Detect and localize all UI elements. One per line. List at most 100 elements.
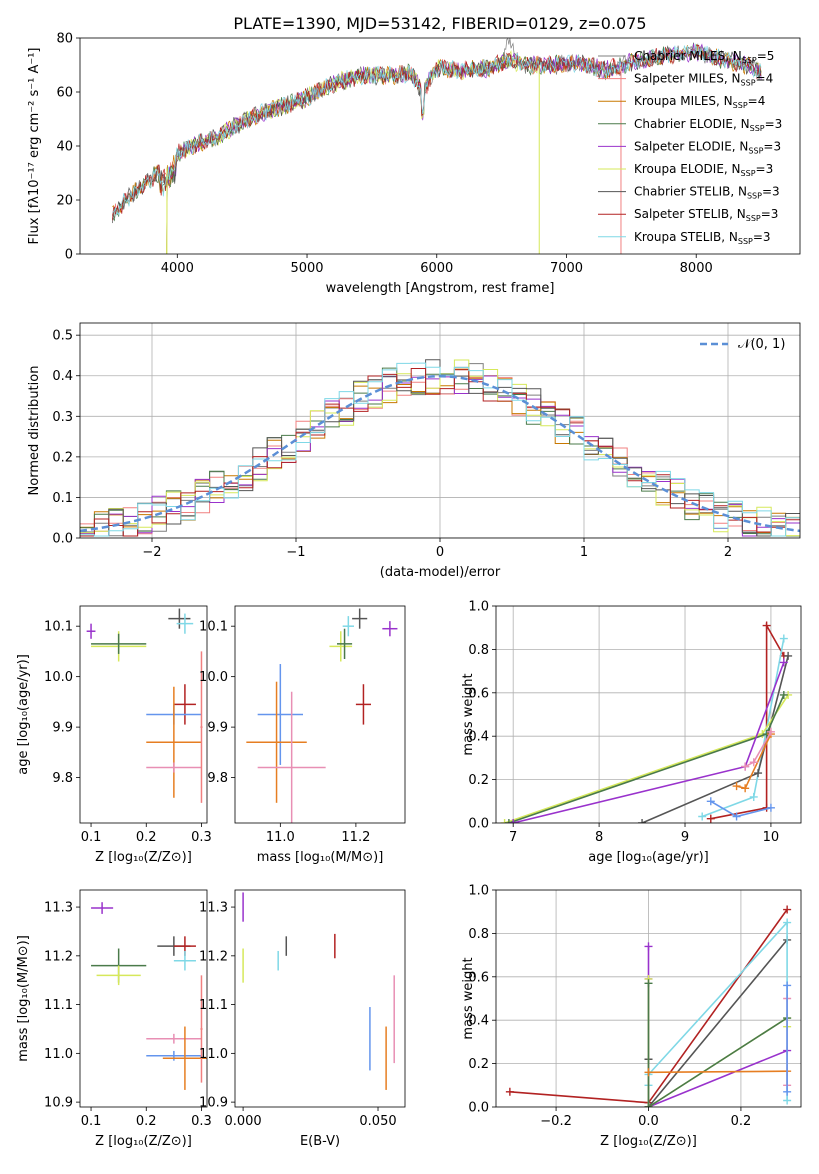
x-axis-label: mass [log₁₀(M/M⊙)]: [257, 850, 384, 865]
y-tick-label: 0.8: [468, 927, 489, 942]
y-tick-label: 0.5: [52, 329, 73, 344]
y-tick-label: 9.8: [207, 771, 228, 786]
legend-label: Chabrier MILES, NSSP=5: [634, 49, 774, 65]
y-axis-label: Normed distribution: [27, 366, 42, 496]
x-tick-label: 0.1: [81, 830, 102, 845]
plot-area: [242, 892, 395, 1090]
y-tick-label: 0.6: [468, 970, 489, 985]
weight-line: [647, 939, 788, 1107]
y-axis-label: mass weight: [461, 673, 476, 755]
y-tick-label: 10.1: [199, 620, 228, 635]
weight-marker: [783, 1096, 792, 1105]
x-tick-label: 0.050: [359, 1114, 396, 1129]
y-tick-label: 40: [56, 140, 73, 155]
weight-marker: [766, 727, 775, 736]
legend-label: Chabrier STELIB, NSSP=3: [634, 185, 780, 201]
x-tick-label: 0.2: [136, 1114, 157, 1129]
y-tick-label: 60: [56, 86, 73, 101]
axes-frame: [79, 322, 801, 539]
y-tick-label: 0.4: [468, 730, 489, 745]
x-tick-label: 0.3: [191, 1114, 212, 1129]
x-axis-label: E(B-V): [300, 1134, 340, 1149]
x-tick-label: 5000: [290, 261, 323, 276]
y-tick-label: 9.9: [52, 721, 73, 736]
y-tick-label: 11.1: [44, 998, 73, 1013]
y-tick-label: 0: [65, 248, 73, 263]
histogram-step: [80, 362, 800, 537]
y-tick-label: 1.0: [468, 884, 489, 899]
y-tick-label: 11.3: [44, 901, 73, 916]
x-tick-label: 1: [580, 545, 588, 560]
x-tick-label: 0.2: [731, 1114, 752, 1129]
axes-frame: [495, 605, 802, 824]
weight-marker: [706, 814, 715, 823]
weight-marker: [505, 1087, 514, 1096]
y-axis-label: mass weight: [461, 957, 476, 1039]
weight-marker: [784, 651, 793, 660]
y-tick-label: 11.2: [199, 949, 228, 964]
y-tick-label: 20: [56, 194, 73, 209]
panel-4: 7 8 9 10 0.0 0.2 0.4 0.6 0.8 1.0 age [log₁₀(age/yr…: [461, 600, 802, 865]
legend-label: Kroupa ELODIE, NSSP=3: [634, 162, 773, 178]
axes-frame: [234, 889, 406, 1108]
x-tick-label: 7: [509, 830, 517, 845]
chart-title: PLATE=1390, MJD=53142, FIBERID=0129, z=0…: [233, 14, 646, 33]
x-tick-label: −0.2: [540, 1114, 572, 1129]
x-axis-label: Z [log₁₀(Z/Z⊙)]: [600, 1134, 697, 1149]
spectrum-line: [112, 45, 762, 224]
legend-label: Kroupa STELIB, NSSP=3: [634, 230, 771, 246]
weight-marker: [644, 1103, 653, 1107]
y-tick-label: 0.4: [468, 1014, 489, 1029]
weight-marker: [749, 792, 758, 801]
plot-area: [91, 902, 207, 1090]
x-tick-label: 9: [681, 830, 689, 845]
x-tick-label: 10: [763, 830, 780, 845]
plot-area: [86, 608, 203, 803]
axes-frame: [495, 889, 802, 1108]
weight-marker: [741, 762, 750, 771]
histogram-step: [80, 368, 800, 537]
x-tick-label: 11.2: [341, 830, 370, 845]
y-tick-label: 11.0: [44, 1047, 73, 1062]
weight-line: [701, 638, 785, 818]
legend-label: Chabrier ELODIE, NSSP=3: [634, 117, 782, 133]
y-tick-label: 0.8: [468, 643, 489, 658]
legend-label: Salpeter STELIB, NSSP=3: [634, 207, 778, 223]
weight-marker: [749, 758, 758, 767]
x-tick-label: 8000: [680, 261, 713, 276]
y-tick-label: 11.1: [199, 998, 228, 1013]
panel-5: 0.1 0.2 0.3 10.9 11.0 11.1 11.2 11.3 Z [log₁₀(Z/…: [16, 889, 212, 1149]
plot-area: [496, 890, 801, 1107]
legend-label: 𝒩(0, 1): [738, 337, 785, 352]
weight-line: [647, 983, 788, 1107]
y-tick-label: 0.1: [52, 491, 73, 506]
weight-marker: [783, 1087, 792, 1096]
weight-line: [710, 622, 785, 820]
y-tick-label: 0.0: [468, 817, 489, 832]
x-axis-label: Z [log₁₀(Z/Z⊙)]: [95, 850, 192, 865]
x-tick-label: 4000: [161, 261, 194, 276]
weight-marker: [500, 819, 509, 823]
y-tick-label: 1.0: [468, 600, 489, 615]
y-tick-label: 0.0: [468, 1101, 489, 1116]
weight-marker: [644, 1068, 653, 1077]
spectrum-line: [112, 43, 762, 216]
panel-6: 0.000 0.050 10.9 11.0 11.1 11.2 11.3 E(B-V): [199, 889, 406, 1149]
weight-line: [648, 1070, 788, 1074]
weight-marker: [779, 658, 788, 667]
histogram-step: [80, 359, 800, 537]
weight-marker: [638, 819, 647, 823]
y-tick-label: 0.2: [52, 450, 73, 465]
y-tick-label: 10.9: [199, 1096, 228, 1111]
x-tick-label: 11.0: [266, 830, 295, 845]
x-tick-label: −1: [286, 545, 305, 560]
weight-marker: [706, 797, 715, 806]
plot-area: [112, 38, 762, 254]
weight-marker: [698, 812, 707, 821]
y-tick-label: 10.9: [44, 1096, 73, 1111]
plot-area: [80, 323, 800, 538]
y-tick-label: 0.2: [468, 1057, 489, 1072]
panel-7: −0.2 0.0 0.2 0.0 0.2 0.4 0.6 0.8 1.0 Z [log₁₀(Z/Z…: [461, 884, 802, 1149]
y-axis-label: Flux [fλ10⁻¹⁷ erg cm⁻² s⁻¹ A⁻¹]: [27, 48, 42, 245]
panel-1: −2 −1 0 1 2 0.0 0.1 0.2 0.3 0.4 0.5 (data-model)/er…: [27, 322, 801, 580]
